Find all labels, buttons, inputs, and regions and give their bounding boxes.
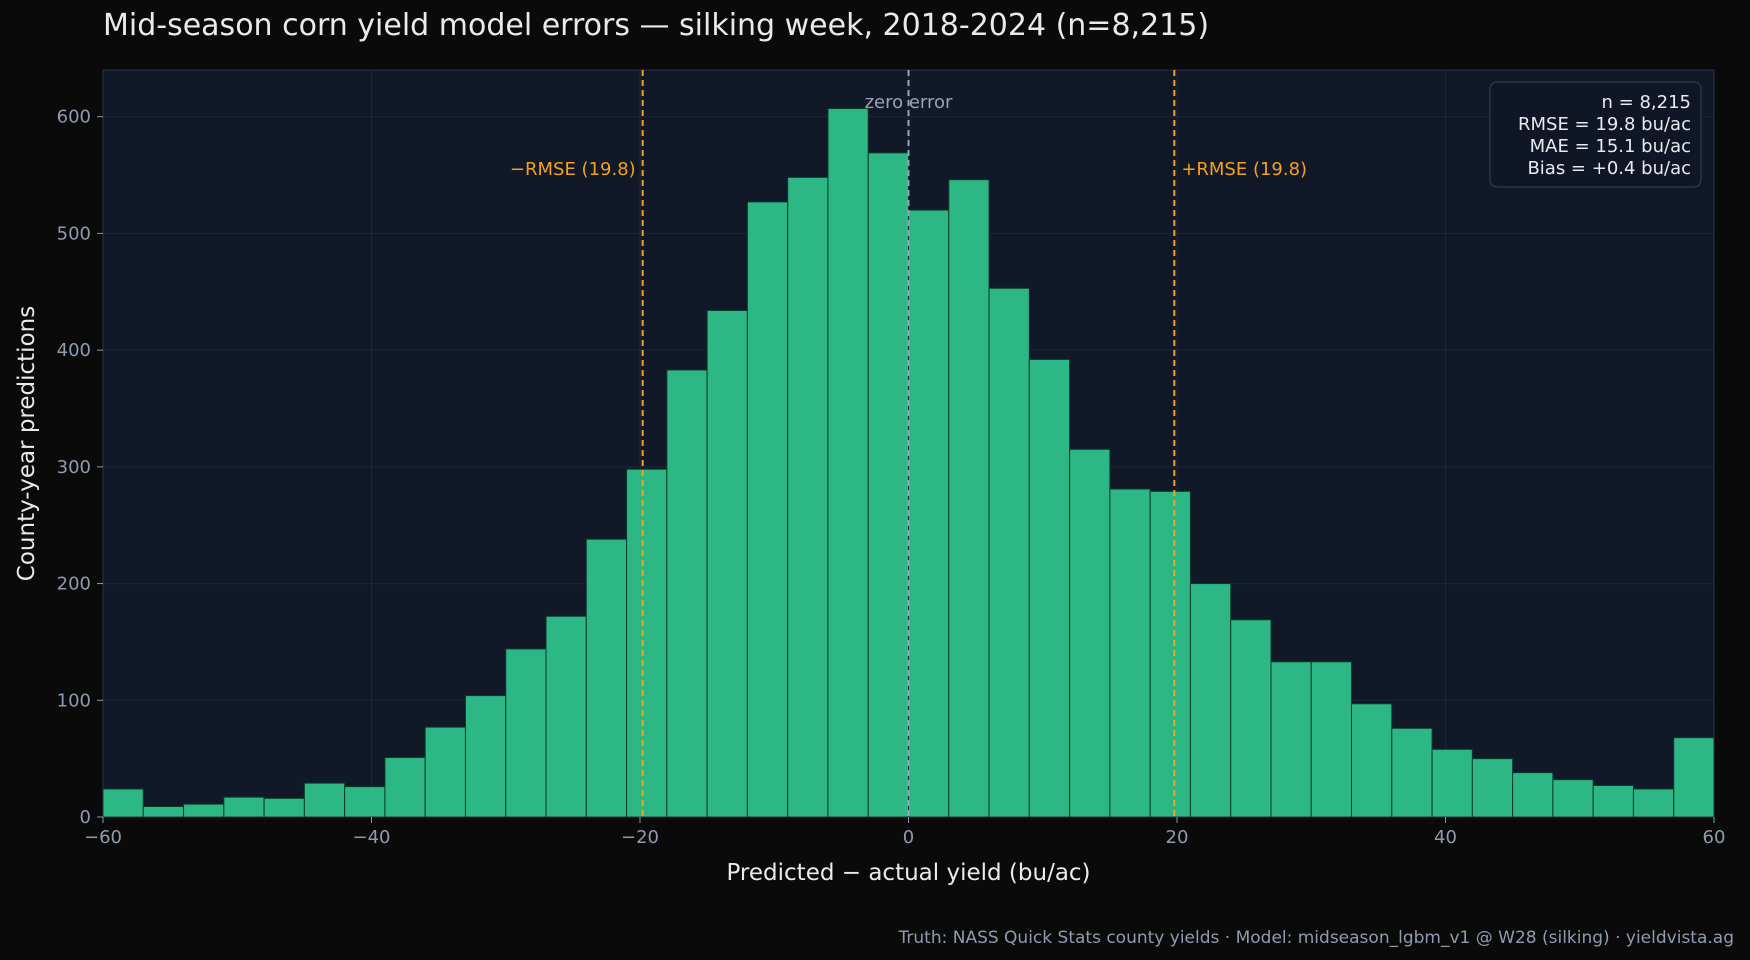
histogram-bar	[1270, 661, 1312, 818]
stats-line: MAE = 15.1 bu/ac	[1530, 136, 1691, 157]
histogram-bar	[1632, 788, 1675, 818]
y-tick-label: 200	[57, 574, 91, 595]
x-tick-label: 60	[1703, 827, 1726, 848]
histogram-bar	[666, 369, 708, 818]
histogram-bar	[344, 786, 386, 818]
x-tick-label: −60	[84, 827, 122, 848]
histogram-bar	[183, 803, 225, 818]
stats-box	[1489, 81, 1702, 188]
histogram-bar	[303, 782, 346, 818]
y-tick-label: 0	[80, 807, 91, 828]
histogram-bar	[706, 309, 748, 818]
histogram-bar	[1471, 758, 1514, 818]
chart-footer: Truth: NASS Quick Stats county yields · …	[898, 928, 1735, 948]
histogram-bar	[1592, 784, 1634, 818]
stats-line: Bias = +0.4 bu/ac	[1527, 158, 1691, 179]
histogram-bar	[142, 805, 185, 818]
histogram-bar	[1512, 772, 1554, 818]
histogram-bar	[787, 176, 829, 818]
histogram-bar	[1230, 619, 1272, 818]
y-tick-label: 100	[57, 690, 91, 711]
stats-line: RMSE = 19.8 bu/ac	[1518, 114, 1691, 135]
histogram-bar	[908, 209, 950, 818]
stats-line: n = 8,215	[1602, 92, 1691, 113]
x-tick-label: 40	[1434, 827, 1457, 848]
y-axis-label: County-year predictions	[14, 306, 40, 581]
y-tick-label: 300	[57, 457, 91, 478]
x-tick-label: −20	[621, 827, 659, 848]
histogram-bar	[223, 796, 265, 818]
histogram-bar	[1028, 358, 1071, 818]
annotation-label: +RMSE (19.8)	[1181, 159, 1307, 180]
histogram-bar	[384, 756, 426, 818]
histogram-bar	[1391, 727, 1433, 818]
y-tick-label: 500	[57, 223, 91, 244]
histogram-bar	[1069, 448, 1111, 818]
histogram-bar	[424, 726, 466, 818]
histogram-bar	[1552, 779, 1594, 818]
annotation-label: zero error	[865, 92, 953, 113]
y-tick-label: 600	[57, 107, 91, 128]
histogram-bar	[1431, 748, 1473, 818]
y-tick-label: 400	[57, 340, 91, 361]
histogram-bar	[102, 788, 144, 818]
histogram-bar	[988, 287, 1030, 818]
histogram-bar	[1149, 490, 1191, 818]
histogram-bar	[545, 615, 587, 818]
histogram-bar	[867, 152, 909, 818]
histogram-bar	[746, 201, 789, 818]
histogram-bar	[1351, 703, 1393, 818]
chart-title: Mid-season corn yield model errors — sil…	[103, 8, 1210, 43]
annotation-label: −RMSE (19.8)	[510, 159, 636, 180]
histogram-bar	[948, 179, 990, 818]
x-tick-label: −40	[353, 827, 391, 848]
histogram-bar	[827, 108, 869, 818]
histogram-bar	[1189, 583, 1232, 818]
histogram-bar	[263, 797, 305, 818]
x-tick-label: 0	[903, 827, 914, 848]
x-axis-label: Predicted − actual yield (bu/ac)	[726, 860, 1090, 886]
histogram-bar	[585, 538, 628, 818]
histogram-bar	[1673, 737, 1715, 818]
x-tick-label: 20	[1166, 827, 1189, 848]
histogram-bar	[626, 468, 668, 818]
histogram-bar	[464, 695, 507, 818]
histogram-bar	[1310, 661, 1353, 818]
histogram-bar	[1109, 488, 1151, 818]
histogram-bar	[505, 648, 547, 818]
